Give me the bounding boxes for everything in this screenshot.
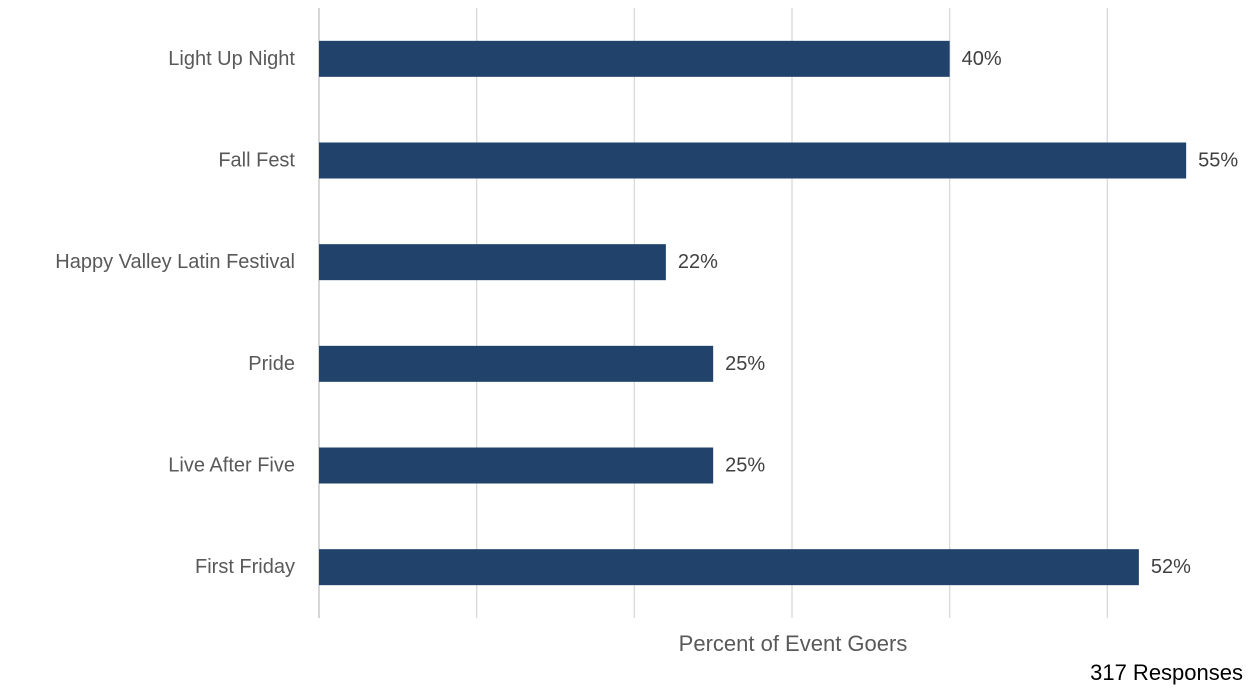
- x-axis-title: Percent of Event Goers: [679, 631, 908, 656]
- value-label: 52%: [1151, 556, 1191, 578]
- bar: [319, 345, 714, 382]
- category-label: Happy Valley Latin Festival: [55, 251, 295, 273]
- category-labels: Light Up Night Fall Fest Happy Valley Lati…: [55, 48, 295, 578]
- category-label: Fall Fest: [218, 150, 295, 172]
- value-label: 55%: [1198, 150, 1238, 172]
- value-labels: 40% 55% 22% 25% 25% 52%: [678, 48, 1239, 578]
- responses-note: 317 Responses: [1090, 660, 1243, 685]
- category-label: First Friday: [195, 556, 295, 578]
- value-label: 22%: [678, 251, 718, 273]
- value-label: 40%: [962, 48, 1002, 70]
- category-label: Light Up Night: [168, 48, 295, 70]
- bar: [319, 142, 1187, 179]
- gridlines: [318, 8, 1108, 618]
- value-label: 25%: [725, 455, 765, 477]
- value-label: 25%: [725, 353, 765, 375]
- bar: [319, 40, 950, 77]
- bar: [319, 447, 714, 484]
- category-label: Live After Five: [168, 455, 295, 477]
- category-label: Pride: [248, 353, 295, 375]
- bars: [319, 40, 1187, 586]
- bar: [319, 549, 1139, 586]
- bar: [319, 244, 666, 281]
